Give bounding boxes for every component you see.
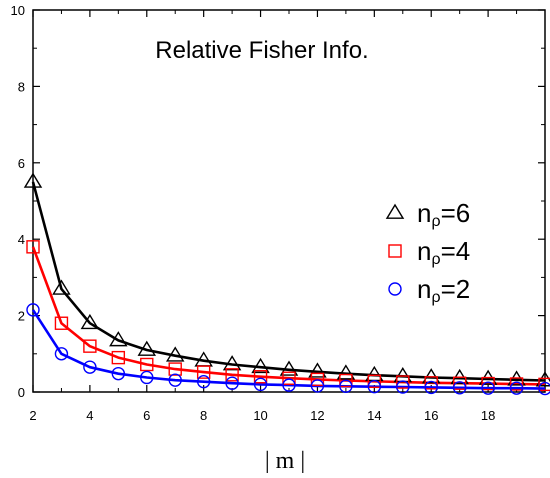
series-line-0 <box>31 181 546 382</box>
y-tick-label: 4 <box>18 232 25 247</box>
data-point-square <box>83 339 97 353</box>
legend-name-base: n <box>417 236 431 266</box>
data-point-triangle <box>137 340 157 356</box>
data-point-circle <box>396 380 410 394</box>
y-tick-label: 2 <box>18 309 25 324</box>
legend-entry-label: nρ=2 <box>417 274 470 306</box>
legend: nρ=6nρ=4nρ=2 <box>385 198 470 306</box>
data-point-circle <box>54 347 69 361</box>
legend-circle-icon <box>388 282 402 296</box>
data-point-triangle <box>23 172 43 188</box>
x-tick-label: 6 <box>143 408 150 423</box>
legend-name-base: n <box>417 198 431 228</box>
data-point-triangle <box>535 371 550 387</box>
data-point-square <box>140 357 154 372</box>
legend-square-icon <box>388 244 402 258</box>
legend-name-value: =4 <box>441 236 471 266</box>
data-point-square <box>111 350 126 365</box>
y-tick-label: 8 <box>18 79 25 94</box>
y-tick-label: 0 <box>18 385 25 400</box>
data-point-circle <box>196 374 211 389</box>
data-point-square <box>310 372 325 387</box>
data-point-square <box>481 376 495 391</box>
legend-name-value: =2 <box>441 274 471 304</box>
data-point-circle <box>367 379 382 394</box>
data-point-circle <box>111 366 126 381</box>
x-axis-label: | m | <box>265 448 305 474</box>
x-tick-label: 10 <box>253 408 267 423</box>
data-point-circle <box>282 378 296 392</box>
data-point-circle <box>83 360 97 374</box>
data-point-circle <box>26 303 40 317</box>
data-point-square <box>26 240 40 254</box>
data-point-circle <box>509 381 524 395</box>
legend-entry-label: nρ=4 <box>417 236 470 268</box>
data-point-circle <box>424 380 438 395</box>
chart-title: Relative Fisher Info. <box>155 37 368 64</box>
data-point-square <box>367 374 382 389</box>
data-point-triangle <box>80 313 100 330</box>
data-point-circle <box>538 381 550 396</box>
y-axis-ticks: 0 2 4 6 8 10 <box>11 3 545 400</box>
data-point-square <box>452 376 467 390</box>
data-point-square <box>339 373 353 388</box>
data-point-circle <box>253 377 268 392</box>
data-point-square <box>282 371 296 385</box>
data-point-triangle <box>109 331 128 347</box>
data-point-triangle <box>421 368 441 384</box>
legend-name-base: n <box>417 274 431 304</box>
data-point-triangle <box>251 357 270 374</box>
data-point-triangle <box>222 355 242 371</box>
x-tick-label: 2 <box>29 408 36 423</box>
x-tick-label: 4 <box>86 408 93 423</box>
data-point-square <box>168 362 182 376</box>
legend-name-subscript: ρ <box>431 251 440 268</box>
data-point-triangle <box>165 346 185 362</box>
data-point-triangle <box>308 362 327 378</box>
x-axis-ticks: 2 4 6 8 10 12 14 16 18 <box>29 10 518 423</box>
x-tick-label: 16 <box>424 408 438 423</box>
data-point-square <box>424 376 438 390</box>
x-tick-label: 8 <box>200 408 207 423</box>
x-tick-label: 14 <box>367 408 381 423</box>
data-point-circle <box>339 379 353 393</box>
data-point-circle <box>168 373 182 387</box>
data-point-circle <box>481 381 495 395</box>
data-point-triangle <box>336 364 356 380</box>
x-tick-label: 18 <box>481 408 495 423</box>
data-point-square <box>253 370 268 384</box>
data-point-square <box>396 375 410 389</box>
data-point-triangle <box>279 360 299 376</box>
x-tick-label: 12 <box>310 408 324 423</box>
y-tick-label: 6 <box>18 156 25 171</box>
data-point-square <box>538 377 550 392</box>
legend-name-value: =6 <box>441 198 471 228</box>
legend-entry-label: nρ=6 <box>417 198 470 230</box>
legend-name-subscript: ρ <box>431 213 440 230</box>
data-point-circle <box>140 370 154 385</box>
legend-triangle-icon <box>385 203 405 219</box>
data-point-circle <box>452 381 467 395</box>
data-point-circle <box>225 376 239 390</box>
data-point-square <box>54 316 69 330</box>
legend-name-subscript: ρ <box>431 289 440 306</box>
data-point-square <box>225 368 239 382</box>
data-point-square <box>196 365 211 379</box>
series-line-2 <box>31 309 546 390</box>
data-point-square <box>509 377 524 391</box>
y-tick-label: 10 <box>11 3 25 18</box>
series-line-1 <box>31 246 546 386</box>
data-point-triangle <box>52 279 71 295</box>
data-point-circle <box>310 379 325 393</box>
series-markers <box>23 172 550 396</box>
